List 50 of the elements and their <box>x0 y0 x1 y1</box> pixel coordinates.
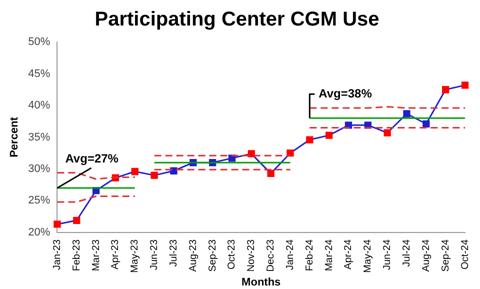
x-tick-label: Aug-23 <box>188 239 199 272</box>
point <box>267 170 274 177</box>
point <box>384 129 391 136</box>
point <box>306 136 314 144</box>
x-tick-label: Apr-23 <box>110 239 122 270</box>
x-tick-label: Oct-23 <box>226 239 238 270</box>
x-tick-label: Oct-24 <box>460 239 471 270</box>
x-tick-label: Jun-24 <box>382 239 394 270</box>
point <box>131 168 138 176</box>
x-tick-label: May-24 <box>362 239 374 273</box>
y-tick-label: 30% <box>28 163 50 175</box>
x-tick-label: Sep-23 <box>207 239 218 272</box>
y-tick-label: 50% <box>28 36 50 48</box>
x-tick-label: Jan-23 <box>52 239 63 270</box>
point <box>403 110 410 118</box>
x-tick-label: Apr-24 <box>343 239 354 270</box>
x-tick-label: Sep-24 <box>440 239 452 272</box>
annotation: Avg=27% <box>65 151 119 166</box>
x-tick-label: Mar-24 <box>324 239 335 272</box>
point <box>248 150 255 158</box>
point <box>461 82 469 89</box>
x-tick-label: Nov-23 <box>246 239 258 272</box>
x-axis-title: Months <box>242 276 281 288</box>
y-tick-label: 35% <box>28 131 50 144</box>
point <box>73 216 80 224</box>
point <box>170 167 178 174</box>
y-tick-label: 45% <box>28 68 50 80</box>
x-tick-label: Jul-23 <box>168 239 180 267</box>
chart-title: Participating Center CGM Use <box>94 8 380 31</box>
x-tick-label: Dec-23 <box>266 239 277 272</box>
point <box>286 150 294 157</box>
point <box>228 154 236 162</box>
y-tick-label: 40% <box>28 100 50 112</box>
annotation: Avg=38% <box>318 86 372 100</box>
x-tick-label: Aug-24 <box>420 239 432 272</box>
point <box>54 220 61 228</box>
point <box>150 172 158 179</box>
x-tick-label: May-23 <box>130 239 141 273</box>
x-tick-label: Jun-23 <box>149 239 160 270</box>
x-tick-label: Jan-24 <box>284 239 296 270</box>
y-tick-label: 25% <box>28 194 50 207</box>
point <box>325 132 333 139</box>
y-axis-title: Percent <box>8 116 21 158</box>
x-tick-label: Jul-24 <box>401 239 412 267</box>
x-tick-label: Mar-23 <box>90 239 102 272</box>
point <box>442 86 450 94</box>
x-tick-label: Feb-24 <box>304 239 316 272</box>
point <box>422 120 430 128</box>
x-tick-label: Feb-23 <box>71 239 82 272</box>
y-tick-label: 20% <box>28 226 50 238</box>
